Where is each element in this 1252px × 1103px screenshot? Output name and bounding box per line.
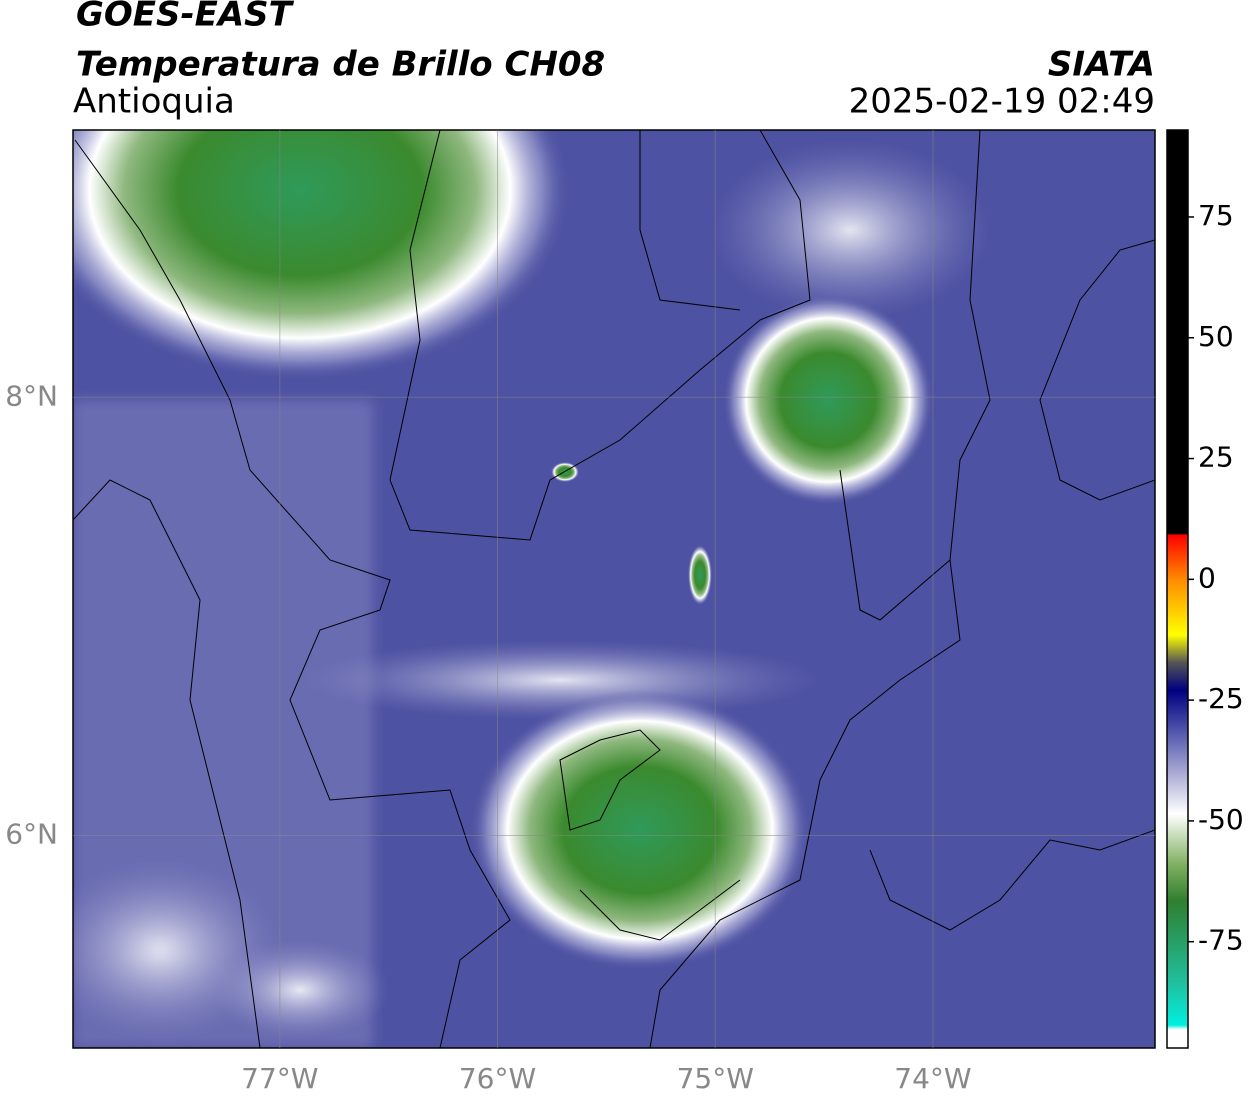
satellite: GOES-EAST bbox=[76, 0, 295, 35]
colorbar-tick-label: 25 bbox=[1198, 441, 1234, 474]
colorbar-tick-label: 0 bbox=[1198, 561, 1216, 594]
colorbar-tick-label: 50 bbox=[1198, 320, 1234, 353]
colorbar bbox=[1166, 129, 1189, 1049]
colorbar-tick-label: -25 bbox=[1198, 682, 1244, 715]
x-tick-label: 74°W bbox=[894, 1062, 971, 1095]
map-area bbox=[73, 130, 1155, 1048]
colorbar-tick-label: 75 bbox=[1198, 199, 1234, 232]
x-tick-label: 77°W bbox=[241, 1062, 318, 1095]
timestamp: 2025-02-19 02:49 bbox=[849, 82, 1155, 122]
region: Antioquia bbox=[73, 82, 235, 122]
source: SIATA bbox=[1048, 45, 1155, 85]
x-tick-label: 76°W bbox=[459, 1062, 536, 1095]
x-tick-label: 75°W bbox=[677, 1062, 754, 1095]
product: Temperatura de Brillo CH08 bbox=[76, 45, 605, 85]
colorbar-tick-label: -50 bbox=[1198, 803, 1244, 836]
colorbar-tick-label: -75 bbox=[1198, 924, 1244, 957]
map-frame bbox=[72, 129, 1156, 1049]
y-tick-label: 6°N bbox=[5, 817, 58, 850]
y-tick-label: 8°N bbox=[5, 379, 58, 412]
